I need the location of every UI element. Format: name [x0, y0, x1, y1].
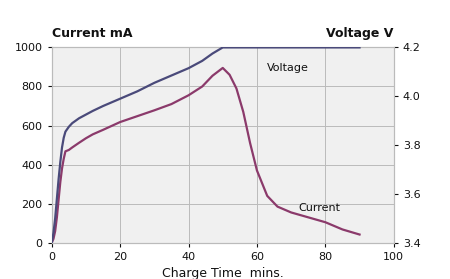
Text: Current: Current — [298, 203, 340, 213]
Text: Current mA: Current mA — [52, 27, 132, 40]
X-axis label: Charge Time  mins.: Charge Time mins. — [162, 267, 284, 279]
Text: Voltage: Voltage — [267, 63, 309, 73]
Text: Voltage V: Voltage V — [326, 27, 394, 40]
